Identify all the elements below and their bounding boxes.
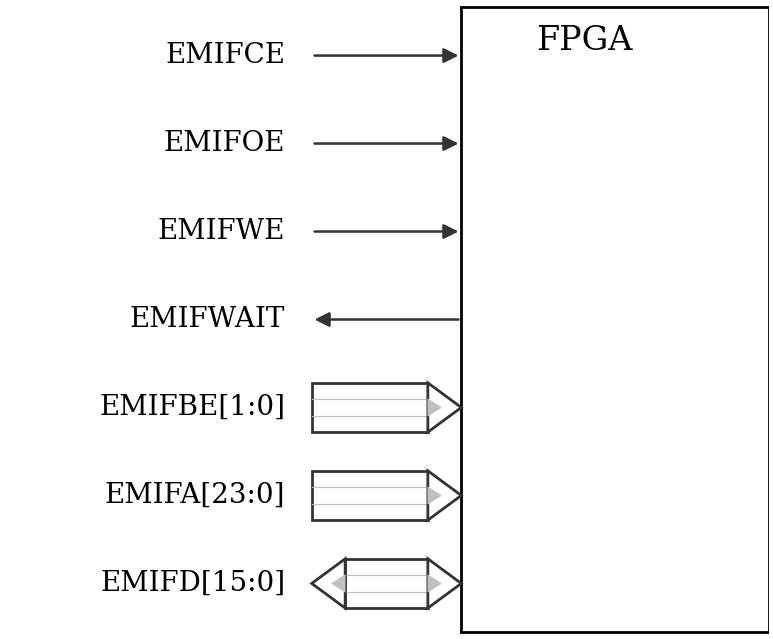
Text: FPGA: FPGA (536, 25, 633, 57)
Bar (346, 558, 427, 608)
Polygon shape (427, 383, 461, 432)
Polygon shape (427, 471, 461, 520)
Bar (312, 471, 427, 520)
Text: EMIFWAIT: EMIFWAIT (130, 306, 285, 333)
Polygon shape (427, 558, 461, 608)
Text: EMIFA[23:0]: EMIFA[23:0] (105, 482, 285, 509)
Text: EMIFD[15:0]: EMIFD[15:0] (100, 570, 285, 597)
Bar (461, 7, 769, 632)
Polygon shape (427, 487, 441, 504)
Polygon shape (332, 575, 346, 592)
Polygon shape (427, 399, 441, 416)
Polygon shape (312, 558, 346, 608)
Text: EMIFWE: EMIFWE (158, 218, 285, 245)
Text: EMIFCE: EMIFCE (165, 42, 285, 69)
Polygon shape (427, 575, 441, 592)
Text: EMIFOE: EMIFOE (164, 130, 285, 157)
Bar (312, 383, 427, 432)
Text: EMIFBE[1:0]: EMIFBE[1:0] (99, 394, 285, 421)
